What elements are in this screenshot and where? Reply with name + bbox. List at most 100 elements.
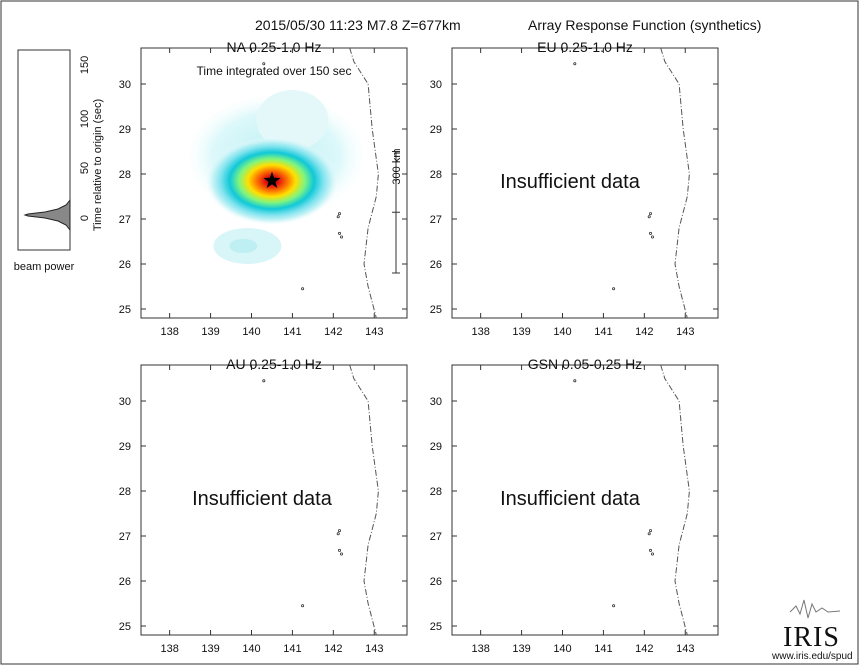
integration-note: Time integrated over 150 sec <box>197 64 352 78</box>
island-marker <box>337 548 341 552</box>
island-marker <box>336 532 340 536</box>
island-marker <box>647 532 651 536</box>
heatmap-lobe-north <box>256 90 329 150</box>
panel-au: 138 139 140 141 142 143 30 29 28 27 26 25 AU 0.25-1.… <box>119 356 408 655</box>
y-tick-label: 28 <box>119 169 131 181</box>
side-tick-100: 100 <box>79 110 91 128</box>
trench-line <box>349 364 379 636</box>
side-ylabel: Time relative to origin (sec) <box>92 99 104 231</box>
x-tick-label: 142 <box>635 326 653 338</box>
seismogram-icon <box>789 599 841 619</box>
y-tick-label: 30 <box>430 396 442 408</box>
beam-power-heatmap <box>186 90 367 264</box>
panel-title: EU 0.25-1.0 Hz <box>537 39 633 55</box>
y-tick-label: 25 <box>430 621 442 633</box>
x-tick-label: 138 <box>471 326 489 338</box>
y-tick-label: 29 <box>119 441 131 453</box>
insufficient-data-label: Insufficient data <box>500 171 641 193</box>
island-marker <box>339 552 343 556</box>
y-tick-label: 28 <box>119 486 131 498</box>
x-tick-label: 142 <box>324 326 342 338</box>
beam-power-panel: 150 100 50 0 Time relative to origin (se… <box>14 49 104 273</box>
island-marker <box>337 529 341 533</box>
y-tick-label: 29 <box>430 441 442 453</box>
y-tick-label: 26 <box>430 576 442 588</box>
y-tick-label: 27 <box>119 214 131 226</box>
island-marker <box>649 529 653 533</box>
island-marker <box>573 62 577 66</box>
panel-title: GSN 0.05-0.25 Hz <box>528 356 642 372</box>
scale-bar-label: 300 km <box>391 149 403 185</box>
island-marker <box>262 62 266 66</box>
y-tick-label: 25 <box>119 304 131 316</box>
panel-eu: 138 139 140 141 142 143 30 29 28 27 26 25 EU 0.25-1.… <box>430 39 719 338</box>
x-tick-label: 142 <box>635 643 653 655</box>
product-header: Array Response Function (synthetics) <box>528 17 761 33</box>
x-tick-label: 139 <box>512 326 530 338</box>
y-tick-label: 26 <box>430 259 442 271</box>
trench-line <box>660 47 690 319</box>
iris-logo: IRIS www.iris.edu/spud <box>771 599 853 662</box>
island-marker <box>647 215 651 219</box>
x-tick-label: 143 <box>676 326 694 338</box>
island-marker <box>339 235 343 239</box>
island-marker <box>612 604 616 608</box>
panel-title: AU 0.25-1.0 Hz <box>226 356 322 372</box>
panel-na: 138 139 140 141 142 143 30 29 28 27 26 25 NA 0.25-1.… <box>119 39 408 338</box>
island-marker <box>337 212 341 216</box>
y-tick-label: 25 <box>430 304 442 316</box>
x-tick-label: 140 <box>553 643 571 655</box>
iris-url: www.iris.edu/spud <box>771 651 853 662</box>
island-marker <box>262 379 266 383</box>
event-header: 2015/05/30 11:23 M7.8 Z=677km <box>255 17 461 33</box>
beam-power-trace <box>23 198 71 232</box>
x-tick-label: 143 <box>676 643 694 655</box>
x-tick-label: 140 <box>242 326 260 338</box>
x-tick-label: 139 <box>512 643 530 655</box>
y-tick-label: 30 <box>430 79 442 91</box>
y-tick-label: 27 <box>119 531 131 543</box>
island-marker <box>573 379 577 383</box>
trench-line <box>349 47 379 319</box>
panel-title: NA 0.25-1.0 Hz <box>227 39 322 55</box>
iris-logo-text: IRIS <box>783 622 840 653</box>
island-marker <box>612 287 616 291</box>
island-marker <box>651 235 655 239</box>
y-tick-label: 28 <box>430 486 442 498</box>
insufficient-data-label: Insufficient data <box>500 488 641 510</box>
island-marker <box>649 548 653 552</box>
map-panels: 138 139 140 141 142 143 30 29 28 27 26 25 NA 0.25-1.… <box>119 39 719 655</box>
x-tick-label: 138 <box>471 643 489 655</box>
island-marker <box>301 604 305 608</box>
y-tick-label: 30 <box>119 79 131 91</box>
x-tick-label: 142 <box>324 643 342 655</box>
island-marker <box>649 212 653 216</box>
heatmap-lobe-core <box>229 239 258 253</box>
panel-frame <box>451 47 719 319</box>
x-tick-label: 138 <box>160 643 178 655</box>
side-xlabel: beam power <box>14 261 75 273</box>
y-tick-label: 30 <box>119 396 131 408</box>
x-tick-label: 141 <box>594 326 612 338</box>
x-tick-label: 141 <box>594 643 612 655</box>
panel-frame <box>140 364 408 636</box>
y-tick-label: 29 <box>430 124 442 136</box>
x-tick-label: 140 <box>553 326 571 338</box>
y-tick-label: 25 <box>119 621 131 633</box>
island-marker <box>651 552 655 556</box>
y-tick-label: 28 <box>430 169 442 181</box>
y-tick-label: 27 <box>430 214 442 226</box>
insufficient-data-label: Insufficient data <box>192 488 333 510</box>
x-tick-label: 143 <box>365 326 383 338</box>
side-tick-150: 150 <box>79 56 91 74</box>
x-tick-label: 141 <box>283 643 301 655</box>
epicenter-star-icon <box>263 171 281 188</box>
island-marker <box>301 287 305 291</box>
y-tick-label: 27 <box>430 531 442 543</box>
panel-frame <box>451 364 719 636</box>
x-tick-label: 138 <box>160 326 178 338</box>
side-tick-50: 50 <box>79 162 91 174</box>
